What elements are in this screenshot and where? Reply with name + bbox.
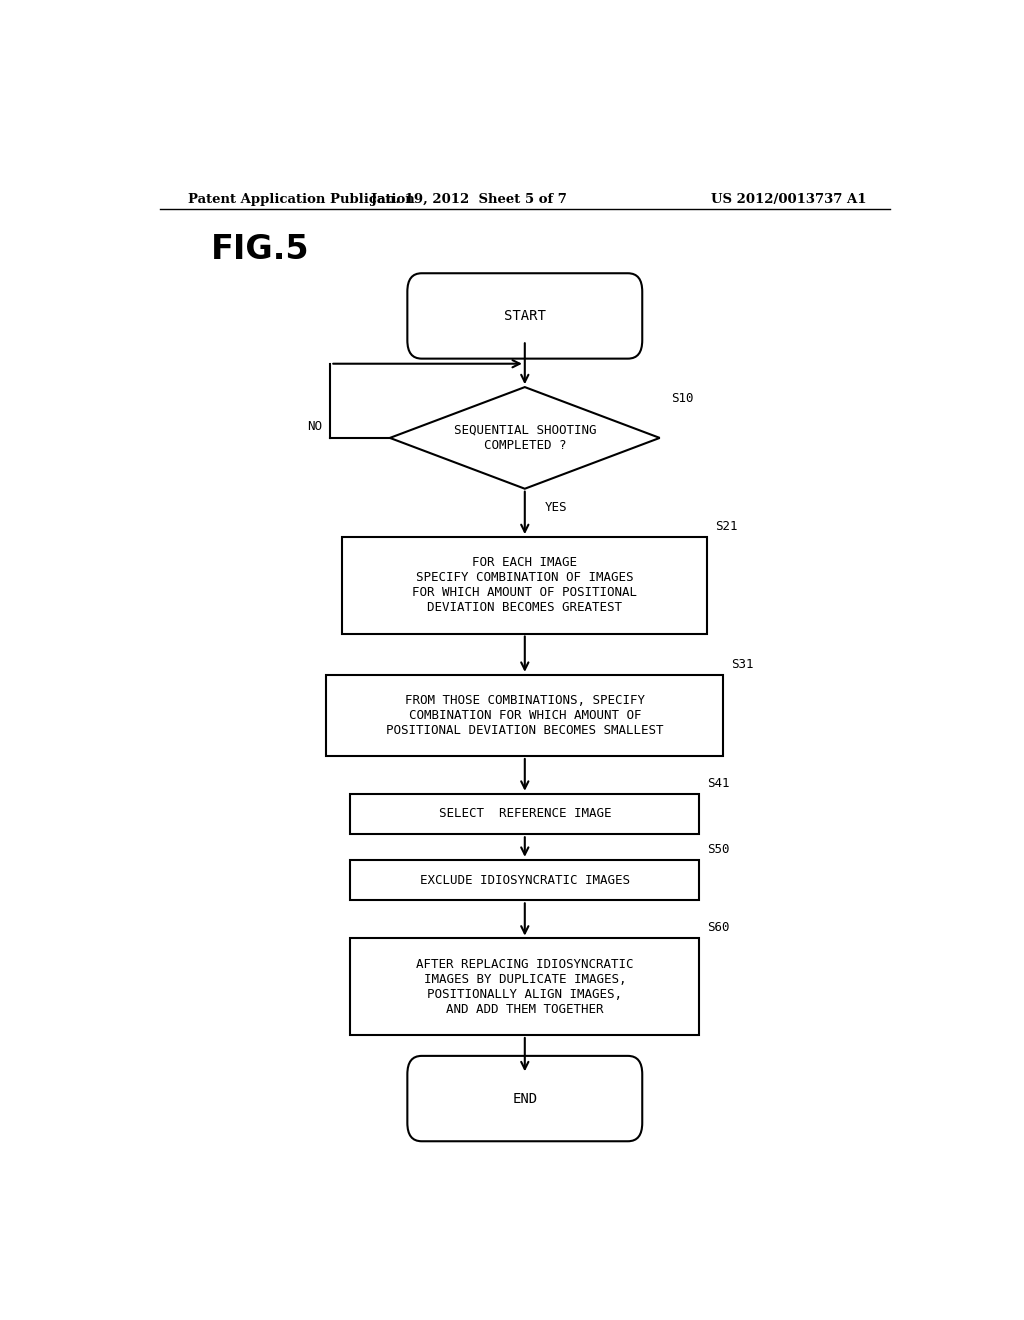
Text: S21: S21 <box>715 520 737 533</box>
Text: Jan. 19, 2012  Sheet 5 of 7: Jan. 19, 2012 Sheet 5 of 7 <box>372 193 567 206</box>
Text: EXCLUDE IDIOSYNCRATIC IMAGES: EXCLUDE IDIOSYNCRATIC IMAGES <box>420 874 630 887</box>
Text: S60: S60 <box>708 921 730 935</box>
Text: US 2012/0013737 A1: US 2012/0013737 A1 <box>711 193 866 206</box>
Text: Patent Application Publication: Patent Application Publication <box>187 193 415 206</box>
Text: S41: S41 <box>708 776 730 789</box>
FancyBboxPatch shape <box>408 1056 642 1142</box>
Text: FROM THOSE COMBINATIONS, SPECIFY
COMBINATION FOR WHICH AMOUNT OF
POSITIONAL DEVI: FROM THOSE COMBINATIONS, SPECIFY COMBINA… <box>386 694 664 737</box>
Text: SEQUENTIAL SHOOTING
COMPLETED ?: SEQUENTIAL SHOOTING COMPLETED ? <box>454 424 596 451</box>
Text: END: END <box>512 1092 538 1106</box>
Text: S50: S50 <box>708 842 730 855</box>
FancyBboxPatch shape <box>408 273 642 359</box>
Text: S10: S10 <box>672 392 694 405</box>
Polygon shape <box>390 387 659 488</box>
Text: SELECT  REFERENCE IMAGE: SELECT REFERENCE IMAGE <box>438 808 611 821</box>
Text: START: START <box>504 309 546 323</box>
Text: FOR EACH IMAGE
SPECIFY COMBINATION OF IMAGES
FOR WHICH AMOUNT OF POSITIONAL
DEVI: FOR EACH IMAGE SPECIFY COMBINATION OF IM… <box>413 556 637 614</box>
Bar <box>327 675 723 756</box>
Bar <box>342 537 708 634</box>
Text: S31: S31 <box>731 657 754 671</box>
Bar <box>350 793 699 834</box>
Bar <box>350 859 699 900</box>
Bar <box>350 939 699 1035</box>
Text: YES: YES <box>545 500 567 513</box>
Text: AFTER REPLACING IDIOSYNCRATIC
IMAGES BY DUPLICATE IMAGES,
POSITIONALLY ALIGN IMA: AFTER REPLACING IDIOSYNCRATIC IMAGES BY … <box>416 958 634 1016</box>
Text: NO: NO <box>307 420 323 433</box>
Text: FIG.5: FIG.5 <box>211 234 310 267</box>
